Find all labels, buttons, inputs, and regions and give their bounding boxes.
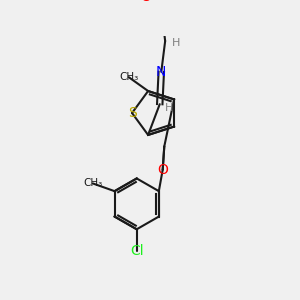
Text: CH₃: CH₃ — [119, 72, 138, 82]
Text: N: N — [156, 65, 166, 79]
Text: O: O — [157, 163, 168, 177]
Text: H: H — [172, 38, 180, 48]
Text: S: S — [128, 106, 136, 120]
Text: O: O — [140, 0, 151, 4]
Text: NH₂: NH₂ — [176, 0, 200, 1]
Text: H: H — [165, 103, 173, 113]
Text: CH₃: CH₃ — [83, 178, 103, 188]
Text: Cl: Cl — [130, 244, 143, 258]
